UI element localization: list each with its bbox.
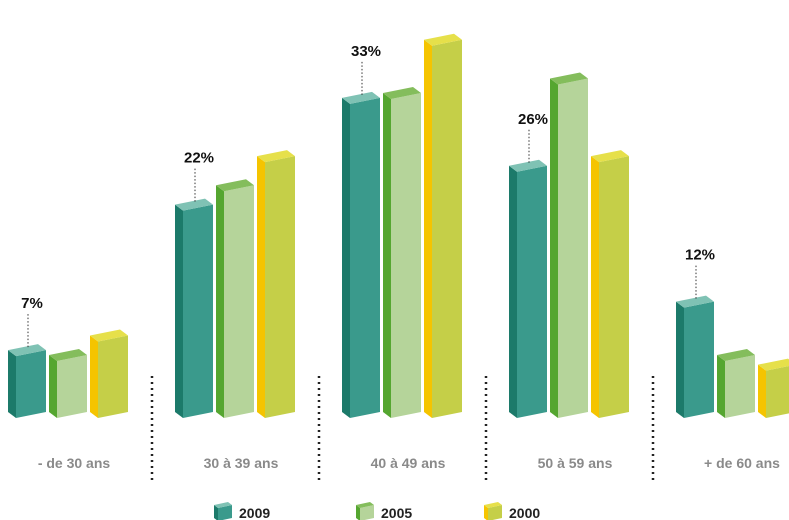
bar-2000-3 [424,33,462,418]
data-label-3: 33% [351,43,381,60]
legend-swatch [356,505,360,520]
bar-2009-1 [8,344,46,418]
bar-2005-5 [717,348,755,418]
bar-2005-3 [383,87,421,419]
bar-2009-3 [342,91,380,419]
category-label-4: 50 à 59 ans [538,455,613,471]
legend-item-2005: 2005 [356,502,412,520]
category-label-2: 30 à 39 ans [204,455,279,471]
bar-2009-4 [509,159,547,418]
bar-2005-1 [49,348,87,418]
data-labels: 7% 22% 33% 26% 12% [21,43,715,349]
bar-2000-1 [90,329,128,418]
legend-swatch [214,505,218,520]
legend-swatch [484,505,488,520]
bar-2005-2 [216,179,254,418]
data-label-2: 22% [184,150,214,167]
category-labels: - de 30 ans 30 à 39 ans 40 à 49 ans 50 à 59… [38,455,780,471]
legend-item-2000: 2000 [484,502,540,520]
legend-label: 2005 [381,505,412,520]
legend: 2009 2005 2000 [214,502,540,520]
category-label-1: - de 30 ans [38,455,111,471]
bars [8,33,789,419]
data-label-4: 26% [518,111,548,128]
category-label-3: 40 à 49 ans [371,455,446,471]
legend-label: 2000 [509,505,540,520]
legend-item-2009: 2009 [214,502,270,520]
data-label-1: 7% [21,295,43,312]
category-label-5: + de 60 ans [704,455,780,471]
bar-2000-4 [591,150,629,418]
bar-2000-5 [758,358,789,418]
bar-2005-4 [550,72,588,418]
bar-2009-2 [175,198,213,418]
data-label-5: 12% [685,247,715,264]
bar-2000-2 [257,150,295,418]
legend-label: 2009 [239,505,270,520]
bar-2009-5 [676,295,714,418]
